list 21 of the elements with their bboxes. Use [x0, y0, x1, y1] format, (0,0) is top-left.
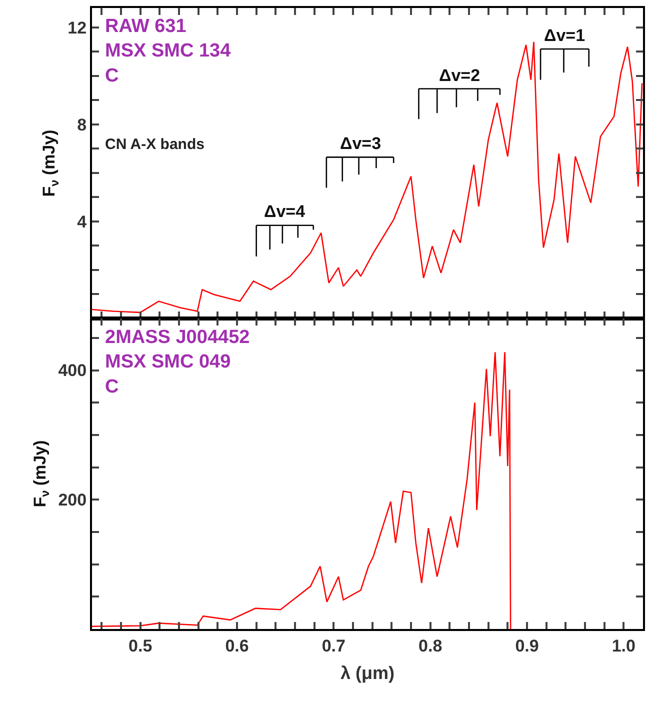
text: RAW 631 MSX SMC 134 C — [105, 16, 232, 86]
annotation: CN A-X bands — [105, 136, 204, 153]
x-tick-label: 0.9 — [515, 636, 539, 656]
x-tick-label: 1.0 — [612, 636, 636, 656]
line-series — [92, 351, 512, 629]
y-tick-label: 4 — [77, 212, 88, 232]
x-tick-label: 0.5 — [128, 636, 152, 656]
line-series — [92, 41, 643, 314]
text: 2MASS J004452 MSX SMC 049 C — [105, 327, 250, 398]
annotation: Δv=4 — [264, 202, 306, 221]
y-tick-label: 12 — [68, 18, 87, 38]
y-tick-label: 200 — [58, 490, 87, 510]
x-tick-label: 0.8 — [418, 636, 442, 656]
annotation: Δv=3 — [340, 134, 382, 153]
x-axis-title: λ (μm) — [340, 663, 395, 683]
y-tick-label: 8 — [77, 115, 87, 134]
x-tick-label: 0.7 — [322, 636, 346, 656]
y-tick-label: 400 — [58, 361, 87, 380]
annotation: Δv=1 — [544, 26, 586, 45]
annotation: Δv=2 — [439, 66, 480, 85]
x-tick-label: 0.6 — [225, 636, 249, 656]
